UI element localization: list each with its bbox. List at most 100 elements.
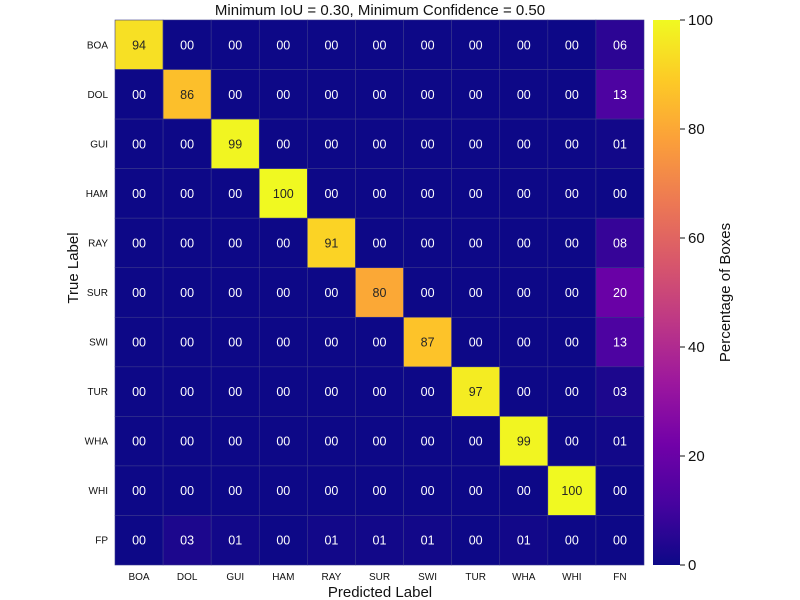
cell-value-label: 00 [276,385,290,399]
heatmap-cell [114,19,164,70]
cell-value-label: 00 [517,187,531,201]
cell-value-label: 80 [373,286,387,300]
cell-value-label: 00 [276,236,290,250]
heatmap-cell [355,217,404,269]
cell-value-label: 00 [565,236,579,250]
heatmap-cell [403,168,452,219]
cell-value-label: 00 [517,236,531,250]
chart-title: Minimum IoU = 0.30, Minimum Confidence =… [215,2,545,19]
cell-value-label: 00 [180,38,194,52]
heatmap-cell [499,366,549,417]
cell-value-label: 91 [324,236,338,250]
cell-value-label: 00 [565,137,579,151]
heatmap-cell [307,118,356,169]
heatmap-cell [595,416,645,467]
heatmap-cell [499,69,549,120]
cell-value-label: 00 [180,187,194,201]
cell-value-label: 00 [469,88,483,102]
heatmap-cell [499,316,549,368]
cell-value-label: 00 [228,286,242,300]
cell-value-label: 00 [228,484,242,498]
cell-value-label: 00 [565,336,579,350]
heatmap-cell [258,168,308,219]
cell-value-label: 00 [276,484,290,498]
cell-value-label: 00 [180,484,194,498]
colorbar-tick-label: 0 [688,557,696,574]
heatmap-cell [451,19,501,70]
x-tick-label: BOA [128,572,149,583]
cell-value-label: 00 [324,38,338,52]
cell-value-label: 00 [421,484,435,498]
cell-value-label: 01 [517,534,531,548]
heatmap-cell [258,316,308,368]
cell-value-label: 00 [373,236,387,250]
colorbar-label: Percentage of Boxes [717,223,734,362]
cell-value-label: 00 [565,385,579,399]
heatmap-cell [595,118,645,169]
cell-value-label: 00 [421,137,435,151]
heatmap-cell [162,217,212,269]
heatmap-cell [355,316,404,368]
cell-value-label: 08 [613,236,627,250]
heatmap-cell [114,515,164,566]
heatmap-cell [595,316,645,368]
cell-value-label: 00 [565,534,579,548]
cell-value-label: 00 [132,286,146,300]
heatmap-cell [499,168,549,219]
cell-value-label: 00 [469,336,483,350]
cell-value-label: 00 [276,137,290,151]
cell-value-label: 00 [517,137,531,151]
cell-value-label: 00 [373,385,387,399]
heatmap-cell [114,267,164,318]
cell-value-label: 00 [180,435,194,449]
cell-value-label: 00 [421,38,435,52]
heatmap-cell [547,316,597,368]
cell-value-label: 00 [421,88,435,102]
y-tick-label: WHI [89,486,108,497]
cell-value-label: 00 [132,385,146,399]
heatmap-cell [114,69,164,120]
heatmap-cell [114,118,164,169]
cell-value-label: 00 [421,187,435,201]
y-tick-label: DOL [87,90,108,101]
colorbar-ticks: 0 20 40 60 80 100 [680,12,713,574]
colorbar [653,20,680,565]
cell-value-label: 00 [228,187,242,201]
heatmap-cell [451,316,501,368]
cell-value-label: 00 [373,435,387,449]
x-tick-label: TUR [465,572,486,583]
cell-value-label: 99 [228,137,242,151]
cell-value-label: 00 [469,38,483,52]
cell-value-label: 03 [180,534,194,548]
heatmap-cell [355,267,404,318]
cell-value-label: 00 [132,435,146,449]
x-tick-label: FN [613,572,626,583]
cell-value-label: 00 [228,236,242,250]
heatmap-cell [258,416,308,467]
cell-value-label: 00 [132,236,146,250]
cell-value-label: 00 [132,137,146,151]
cell-value-label: 00 [469,484,483,498]
heatmap-cell [355,416,404,467]
heatmap-cell [307,217,356,269]
heatmap-cell [547,515,597,566]
heatmap-cell [258,465,308,516]
cell-value-label: 00 [373,484,387,498]
cell-value-label: 00 [421,236,435,250]
cell-value-label: 00 [324,336,338,350]
heatmap-cell [355,118,404,169]
cell-value-label: 00 [565,286,579,300]
cell-value-label: 00 [132,88,146,102]
heatmap-cell [210,168,260,219]
heatmap-cell [547,168,597,219]
y-tick-label: SWI [89,338,108,349]
cell-value-label: 00 [276,286,290,300]
cell-value-label: 00 [565,435,579,449]
x-axis-label: Predicted Label [328,584,432,600]
cell-value-label: 00 [180,236,194,250]
heatmap-cell [162,168,212,219]
cell-value-label: 99 [517,435,531,449]
y-tick-label: SUR [87,288,108,299]
heatmap-cell [595,267,645,318]
